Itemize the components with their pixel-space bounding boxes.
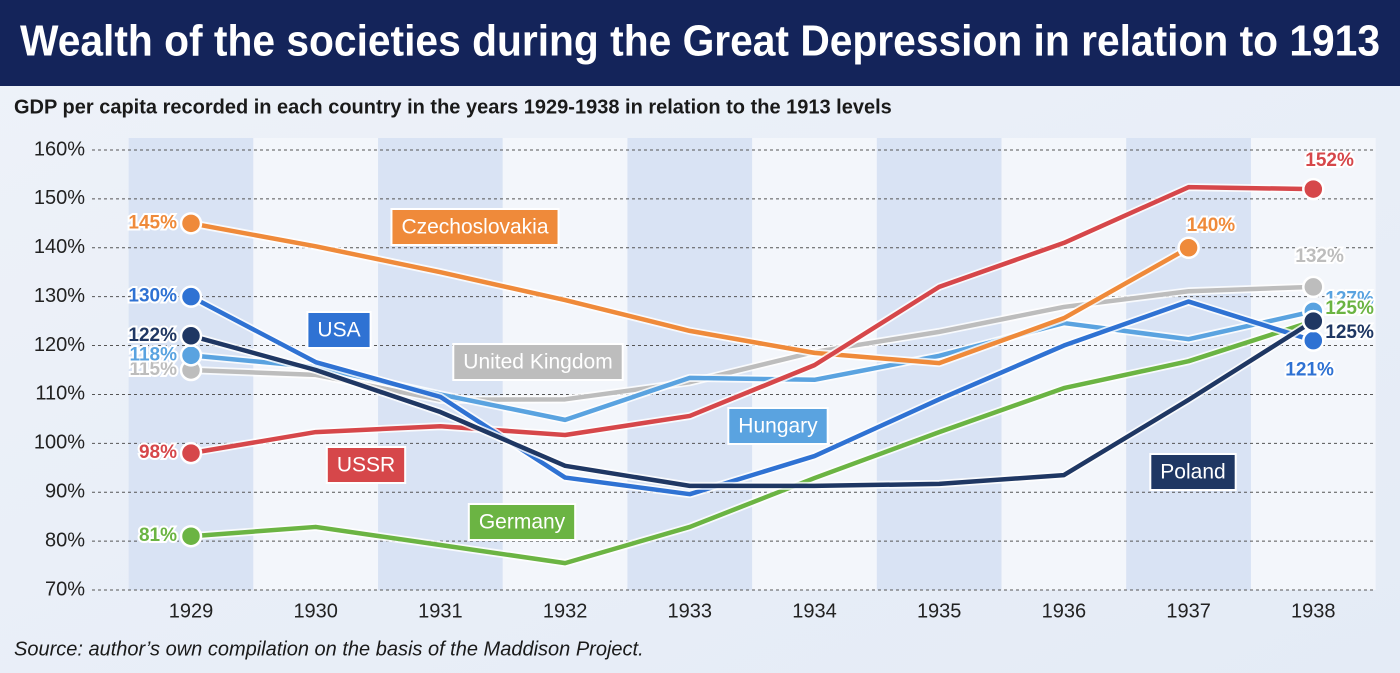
y-tick-label: 90% — [45, 481, 85, 503]
y-tick-label: 130% — [34, 285, 85, 307]
legend-box — [1149, 453, 1237, 491]
legend-box — [306, 311, 372, 349]
legend-box — [390, 208, 560, 246]
series-line — [190, 184, 1314, 456]
legend-box — [452, 343, 624, 381]
y-tick-label: 110% — [35, 383, 85, 405]
value-label: 121% — [1285, 360, 1334, 381]
value-label: 81% — [139, 525, 177, 546]
y-tick-label: 70% — [45, 578, 85, 600]
x-tick-label: 1932 — [543, 600, 588, 622]
y-tick-label: 150% — [34, 187, 85, 209]
title-bar — [0, 0, 1400, 86]
point — [1302, 177, 1325, 201]
chart-subtitle: GDP per capita recorded in each country … — [14, 96, 892, 118]
series-name: USA — [317, 319, 360, 342]
value-label: 127% — [1325, 288, 1374, 309]
value-label: 115% — [129, 359, 177, 380]
x-tick-label: 1938 — [1291, 600, 1336, 622]
series-name: Hungary — [738, 415, 818, 438]
y-tick-label: 80% — [45, 529, 85, 551]
value-label: 140% — [1187, 215, 1236, 236]
point — [1302, 309, 1325, 333]
point — [179, 524, 203, 548]
x-tick-label: 1933 — [668, 600, 713, 622]
y-tick-label: 100% — [34, 432, 85, 454]
point — [1302, 275, 1325, 299]
value-label: 145% — [128, 212, 177, 233]
value-label: 152% — [1305, 150, 1354, 171]
series-line — [190, 221, 1190, 366]
series-line — [189, 294, 1314, 497]
y-tick-label: 120% — [34, 334, 85, 356]
chart-title: Wealth of the societies during the Great… — [20, 17, 1380, 66]
x-tick-label: 1937 — [1166, 600, 1211, 622]
series-line — [190, 318, 1314, 566]
value-label: 125% — [1325, 322, 1374, 343]
point — [179, 324, 203, 348]
x-tick-label: 1935 — [917, 600, 962, 622]
legend-box — [325, 446, 407, 484]
value-label: 130% — [128, 286, 177, 307]
x-tick-label: 1931 — [418, 600, 463, 622]
series-line — [190, 319, 1315, 489]
point — [179, 285, 203, 308]
value-label: 122% — [128, 325, 177, 346]
x-tick-label: 1934 — [792, 600, 837, 622]
series-name: USSR — [337, 454, 395, 477]
point — [179, 344, 203, 367]
series-name: United Kingdom — [463, 351, 612, 374]
point — [1177, 236, 1200, 260]
value-label: 132% — [1295, 246, 1344, 267]
series-name: Germany — [479, 511, 566, 534]
x-tick-label: 1930 — [293, 600, 338, 622]
y-tick-label: 160% — [34, 138, 85, 160]
series-name: Poland — [1160, 461, 1225, 484]
source-note: Source: author’s own compilation on the … — [14, 638, 644, 660]
series-name: Czechoslovakia — [401, 216, 548, 239]
point — [179, 441, 203, 465]
point — [1302, 329, 1325, 352]
value-label: 125% — [1325, 298, 1374, 319]
column-band — [627, 138, 753, 590]
y-tick-label: 140% — [34, 236, 85, 258]
x-tick-label: 1929 — [169, 600, 214, 622]
point — [179, 212, 203, 235]
x-tick-label: 1936 — [1042, 600, 1087, 622]
value-label: 98% — [139, 442, 177, 463]
column-band — [1250, 138, 1376, 590]
value-label: 118% — [129, 344, 177, 365]
legend-box — [727, 407, 829, 445]
legend-box — [467, 503, 577, 541]
